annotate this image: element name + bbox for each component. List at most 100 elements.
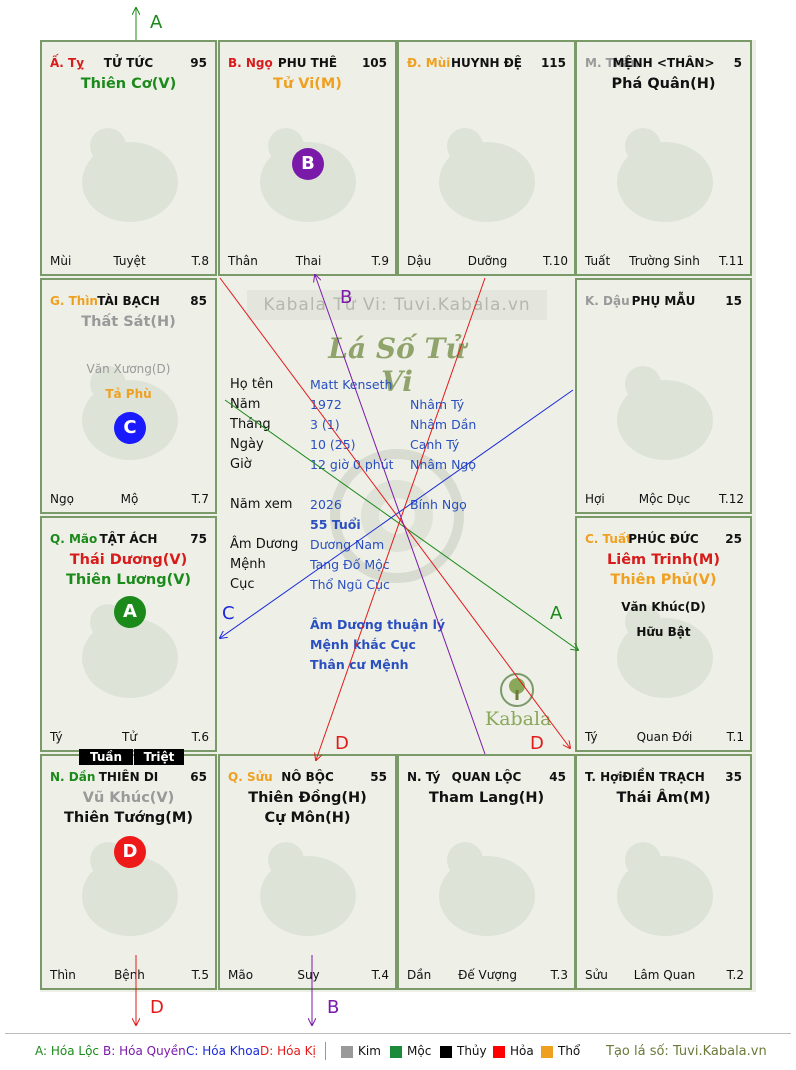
palace-number: 45: [549, 770, 566, 784]
ty-rat-zodiac-icon: [439, 842, 535, 936]
palace-number: 115: [540, 56, 566, 70]
palace-cell-thin-dragon[interactable]: G. Thìn TÀI BẠCH 85 Thất Sát(H) Văn Xương(D)…: [40, 278, 217, 514]
value-am-duong: Dương Nam: [310, 537, 385, 552]
footer-left: Thân: [228, 254, 258, 268]
value-thang: 3 (1): [310, 417, 340, 432]
legend-thuy: Thủy: [457, 1044, 487, 1058]
arrow-label-d-left: D: [335, 733, 349, 754]
palace-branch: Q. Sửu: [228, 770, 273, 784]
minor-star: Văn Xương(D): [86, 362, 171, 376]
suu-buffalo-zodiac-icon: [260, 842, 356, 936]
major-star: Vũ Khúc(V): [82, 790, 175, 806]
value-gio-can: Nhâm Ngọ: [410, 457, 477, 472]
palace-name: PHỤ MẪU: [631, 294, 696, 308]
palace-number: 15: [725, 294, 742, 308]
value-nam: 1972: [310, 397, 342, 412]
transform-badge-a: A: [114, 596, 146, 628]
palace-cell-mui-goat[interactable]: Đ. Mùi HUYNH ĐỆ 115 Dậu Dưỡng T.10: [397, 40, 576, 276]
palace-branch: M. Thân: [585, 56, 640, 70]
palace-cell-mao-cat[interactable]: Q. Mão TẬT ÁCH 75 Thái Dương(V) Thiên Lương(…: [40, 516, 217, 752]
footer-index: T.6: [191, 730, 209, 744]
arrow-label-a-top: A: [150, 12, 163, 33]
tuan-tag: Tuần: [79, 749, 133, 765]
palace-cell-ngo-horse[interactable]: B. Ngọ PHU THÊ 105 Tử Vi(M) B Thân Thai T.9: [218, 40, 397, 276]
major-star: Cự Môn(H): [264, 810, 351, 826]
note-menh-cuc: Mệnh khắc Cục: [310, 637, 416, 652]
watermark-banner: Kabala Tử Vi: Tuvi.Kabala.vn: [247, 290, 547, 320]
palace-cell-than-monkey[interactable]: M. Thân MỆNH <THÂN> 5 Phá Quân(H) Tuất Trường…: [575, 40, 752, 276]
arrow-label-d-bottom: D: [150, 997, 164, 1018]
footer-stage: Tuyệt: [113, 254, 146, 268]
major-star: Thiên Tướng(M): [64, 810, 193, 826]
footer-stage: Thai: [295, 254, 322, 268]
swatch-kim: [341, 1046, 353, 1058]
major-star: Liêm Trinh(M): [607, 552, 720, 568]
transform-badge-c: C: [114, 412, 146, 444]
palace-number: 95: [190, 56, 207, 70]
palace-name: TỬ TỨC: [103, 56, 154, 70]
palace-branch: N. Tý: [407, 770, 441, 784]
center-panel: Kabala Tử Vi: Tuvi.Kabala.vn Lá Số Tử Vi…: [217, 276, 575, 753]
arrow-label-a-center: A: [550, 603, 563, 624]
palace-cell-tuat-dog[interactable]: C. Tuất PHÚC ĐỨC 25 Liêm Trinh(M) Thiên Phủ(…: [575, 516, 752, 752]
dau-rooster-zodiac-icon: [617, 366, 713, 460]
kabala-tree-icon: [500, 673, 534, 707]
palace-branch: Q. Mão: [50, 532, 98, 546]
legend-bar: A: Hóa Lộc B: Hóa Quyền C: Hóa Khoa D: H…: [0, 1033, 796, 1070]
label-cuc: Cục: [230, 577, 255, 592]
palace-branch: C. Tuất: [585, 532, 632, 546]
kabala-brand-text: Kabala: [485, 708, 552, 730]
footer-index: T.2: [726, 968, 744, 982]
palace-cell-ty-snake[interactable]: Ấ. Tỵ TỬ TỨC 95 Thiên Cơ(V) Mùi Tuyệt T.8: [40, 40, 217, 276]
palace-name: ĐIỀN TRẠCH: [622, 770, 705, 784]
footer-index: T.12: [719, 492, 744, 506]
value-cuc: Thổ Ngũ Cục: [310, 577, 390, 592]
label-menh: Mệnh: [230, 557, 266, 572]
value-tuoi: 55 Tuổi: [310, 517, 361, 532]
footer-stage: Suy: [297, 968, 320, 982]
palace-branch: Đ. Mùi: [407, 56, 451, 70]
value-gio: 12 giờ 0 phút: [310, 457, 394, 472]
footer-index: T.4: [371, 968, 389, 982]
mui-goat-zodiac-icon: [439, 128, 535, 222]
footer-left: Dần: [407, 968, 432, 982]
value-nam-xem: 2026: [310, 497, 342, 512]
footer-left: Mão: [228, 968, 254, 982]
palace-cell-ty-rat[interactable]: N. Tý QUAN LỘC 45 Tham Lang(H) Dần Đế Vượng T.…: [397, 754, 576, 990]
legend-hoa-khoa: C: Hóa Khoa: [186, 1044, 260, 1058]
palace-name: HUYNH ĐỆ: [451, 56, 522, 70]
footer-left: Sửu: [585, 968, 608, 982]
footer-index: T.10: [543, 254, 568, 268]
legend-hoa-loc: A: Hóa Lộc: [35, 1044, 100, 1058]
palace-cell-hoi-pig[interactable]: T. Hợi ĐIỀN TRẠCH 35 Thái Âm(M) Sửu Lâm Quan T…: [575, 754, 752, 990]
footer-left: Ngọ: [50, 492, 74, 506]
footer-left: Mùi: [50, 254, 72, 268]
palace-cell-dan-tiger[interactable]: N. Dần THIÊN DI 65 Vũ Khúc(V) Thiên Tướng(M)…: [40, 754, 217, 990]
footer-left: Tý: [585, 730, 598, 744]
major-star: Thái Âm(M): [616, 790, 711, 806]
palace-name: PHU THÊ: [277, 56, 338, 70]
note-than-cu-menh: Thân cư Mệnh: [310, 657, 409, 672]
arrow-label-c-center: C: [222, 603, 235, 624]
major-star: Thất Sát(H): [81, 314, 176, 330]
label-thang: Tháng: [230, 417, 271, 432]
watermark-text: Kabala Tử Vi: Tuvi.Kabala.vn: [263, 295, 531, 315]
palace-cell-dau-rooster[interactable]: K. Dậu PHỤ MẪU 15 Hợi Mộc Dục T.12: [575, 278, 752, 514]
footer-stage: Lâm Quan: [633, 968, 696, 982]
palace-branch: Ấ. Tỵ: [50, 56, 85, 70]
palace-cell-suu-buffalo[interactable]: Q. Sửu NÔ BỘC 55 Thiên Đồng(H) Cự Môn(H) Mão S…: [218, 754, 397, 990]
footer-stage: Tử: [122, 730, 137, 744]
major-star: Tham Lang(H): [428, 790, 545, 806]
palace-name: THIÊN DI: [98, 770, 159, 784]
value-thang-can: Nhâm Dần: [410, 417, 477, 432]
footer-left: Hợi: [585, 492, 605, 506]
footer-stage: Quan Đới: [636, 730, 693, 744]
major-star: Thiên Lương(V): [65, 572, 192, 588]
legend-site-link[interactable]: Tạo lá số: Tuvi.Kabala.vn: [606, 1044, 767, 1059]
major-star: Phá Quân(H): [611, 76, 716, 92]
footer-stage: Trường Sinh: [629, 254, 700, 268]
footer-left: Thìn: [50, 968, 76, 982]
palace-number: 5: [733, 56, 742, 70]
palace-number: 105: [361, 56, 387, 70]
palace-number: 65: [190, 770, 207, 784]
